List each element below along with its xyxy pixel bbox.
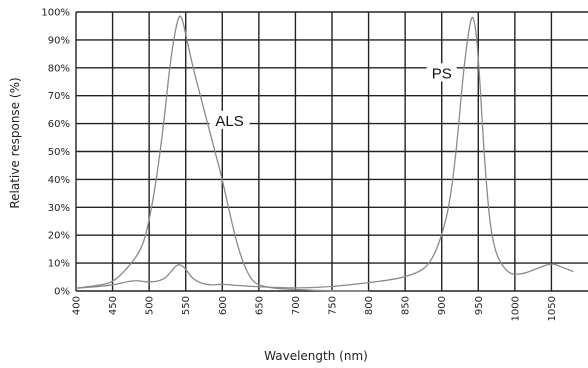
y-tick-labels: 0% 10% 20% 30% 40% 50% 60% 70% 80% 90% 100% (41, 8, 70, 298)
series-line-ps (75, 16, 574, 289)
x-tick-label: 500 (145, 296, 156, 315)
x-tick-label: 800 (364, 296, 375, 315)
y-tick-label: 100% (41, 8, 70, 19)
annotation-ps: PS (432, 65, 452, 82)
y-tick-label: 90% (48, 35, 70, 46)
y-axis-label: Relative response (%) (8, 77, 22, 208)
x-tick-label: 700 (291, 296, 302, 315)
x-tick-label: 550 (181, 296, 192, 315)
x-tick-label: 1000 (510, 296, 521, 321)
x-axis-label: Wavelength (nm) (264, 349, 368, 363)
y-tick-label: 20% (48, 231, 70, 242)
x-tick-label: 600 (218, 296, 229, 315)
x-tick-label: 1050 (547, 296, 558, 321)
x-tick-label: 750 (328, 296, 339, 315)
y-tick-label: 10% (48, 259, 70, 270)
chart-grid (75, 11, 588, 292)
x-tick-labels: 400 450 500 550 600 650 700 750 800 850 900 950 1000… (72, 296, 558, 321)
annotation-background (209, 110, 250, 129)
x-tick-label: 400 (72, 296, 83, 315)
annotation-als: ALS (215, 113, 243, 130)
y-tick-label: 40% (48, 175, 70, 186)
x-tick-label: 850 (401, 296, 412, 315)
series-annotations: ALS PS (209, 63, 457, 130)
y-tick-label: 80% (48, 63, 70, 74)
x-tick-label: 950 (474, 296, 485, 315)
series-line-als (75, 15, 369, 292)
chart-curves (75, 15, 574, 292)
x-tick-label: 650 (254, 296, 265, 315)
x-tick-label: 450 (108, 296, 119, 315)
y-tick-label: 30% (48, 203, 70, 214)
y-tick-label: 60% (48, 119, 70, 130)
x-tick-label: 900 (437, 296, 448, 315)
annotation-background (426, 63, 457, 82)
y-tick-label: 50% (48, 147, 70, 158)
y-tick-label: 70% (48, 91, 70, 102)
y-tick-label: 0% (54, 287, 70, 298)
